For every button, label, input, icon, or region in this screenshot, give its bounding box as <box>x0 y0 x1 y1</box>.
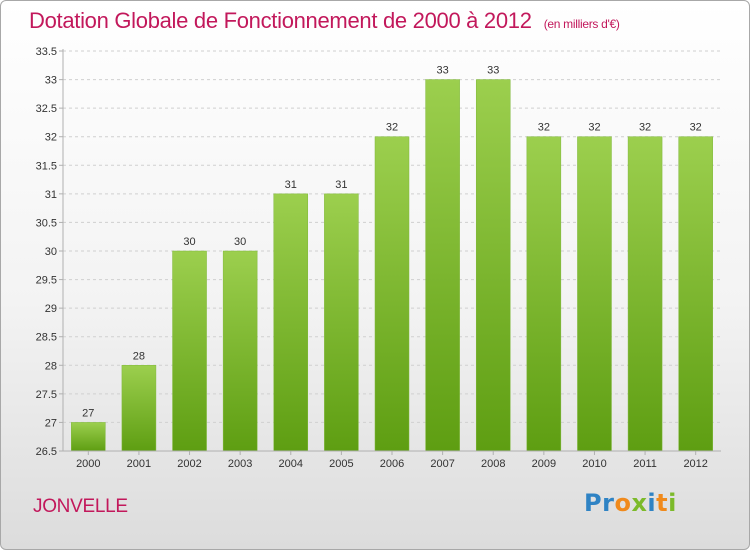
x-tick-label-2004: 2004 <box>279 458 303 470</box>
bar-2008 <box>475 79 511 452</box>
bar-2007 <box>425 79 460 452</box>
x-tick-label-2011: 2011 <box>633 458 657 470</box>
chart-title-text: Dotation Globale de Fonctionnement de 20… <box>29 8 532 33</box>
bar-2000 <box>71 422 106 452</box>
bar-2001 <box>121 365 157 452</box>
x-tick-label-2006: 2006 <box>380 458 404 470</box>
x-tick-label-2005: 2005 <box>329 458 353 470</box>
value-label-2000: 27 <box>82 407 94 419</box>
proxiti-logo[interactable]: Proxiti <box>584 489 677 517</box>
x-tick-label-2009: 2009 <box>532 458 556 470</box>
bars <box>71 79 713 452</box>
logo-letter: r <box>602 489 615 517</box>
commune-name: JONVELLE <box>33 496 128 517</box>
bar-2011 <box>627 136 663 452</box>
value-label-2009: 32 <box>538 122 550 134</box>
value-label-2010: 32 <box>588 122 600 134</box>
y-tick-label: 30.5 <box>36 217 57 229</box>
y-tick-label: 31 <box>45 189 57 201</box>
value-label-2002: 30 <box>183 236 195 248</box>
y-axis: 26.5 27 27.5 28 28.5 29 29.5 30 30.5 31 31.5 32 32.5… <box>36 46 64 458</box>
y-tick-label: 29.5 <box>36 275 57 287</box>
logo-letter: P <box>584 489 603 517</box>
y-tick-label: 26.5 <box>36 446 57 458</box>
x-tick-label-2001: 2001 <box>127 458 151 470</box>
logo-letter: i <box>668 489 677 517</box>
x-tick-label-2010: 2010 <box>582 458 606 470</box>
logo-letter: i <box>647 489 657 517</box>
bar-2006 <box>374 136 410 452</box>
y-tick-label: 27.5 <box>36 389 57 401</box>
x-tick-label-2003: 2003 <box>228 458 252 470</box>
y-tick-label: 31.5 <box>36 160 57 172</box>
x-tick-label-2007: 2007 <box>430 458 454 470</box>
y-tick-label: 27 <box>45 417 57 429</box>
logo-letter: o <box>614 489 632 517</box>
value-label-2003: 30 <box>234 236 246 248</box>
y-tick-label: 28.5 <box>36 332 57 344</box>
x-tick-label-2000: 2000 <box>76 458 100 470</box>
value-label-2004: 31 <box>285 179 297 191</box>
y-tick-label: 32.5 <box>36 103 57 115</box>
x-tick-label-2008: 2008 <box>481 458 505 470</box>
x-tick-label-2002: 2002 <box>177 458 201 470</box>
unit-label: (en milliers d'€) <box>543 17 620 31</box>
value-labels: 27 28 30 30 31 31 32 33 33 32 32 32 32 <box>82 65 702 420</box>
x-tick-label-2012: 2012 <box>683 458 707 470</box>
bar-2003 <box>222 250 258 452</box>
bar-2002 <box>172 250 207 452</box>
logo-letter: x <box>631 489 648 517</box>
bar-2009 <box>526 136 562 452</box>
value-label-2012: 32 <box>690 122 702 134</box>
value-label-2008: 33 <box>487 65 499 77</box>
y-tick-label: 28 <box>45 360 57 372</box>
value-label-2005: 31 <box>335 179 347 191</box>
bar-2010 <box>577 136 612 452</box>
y-tick-label: 32 <box>45 132 57 144</box>
value-label-2007: 33 <box>436 65 448 77</box>
bar-2004 <box>273 193 309 452</box>
logo-letter: t <box>656 489 669 517</box>
value-label-2001: 28 <box>133 350 145 362</box>
y-tick-label: 30 <box>45 246 57 258</box>
chart-title: Dotation Globale de Fonctionnement de 20… <box>29 8 620 34</box>
bar-2012 <box>678 136 713 452</box>
y-tick-label: 33 <box>45 75 57 87</box>
y-tick-label: 33.5 <box>36 46 57 58</box>
value-label-2006: 32 <box>386 122 398 134</box>
bar-2005 <box>324 193 359 452</box>
value-label-2011: 32 <box>639 122 651 134</box>
y-tick-label: 29 <box>45 303 57 315</box>
x-axis: 2000 2001 2002 2003 2004 2005 2006 2007 2008 2009… <box>63 450 721 470</box>
